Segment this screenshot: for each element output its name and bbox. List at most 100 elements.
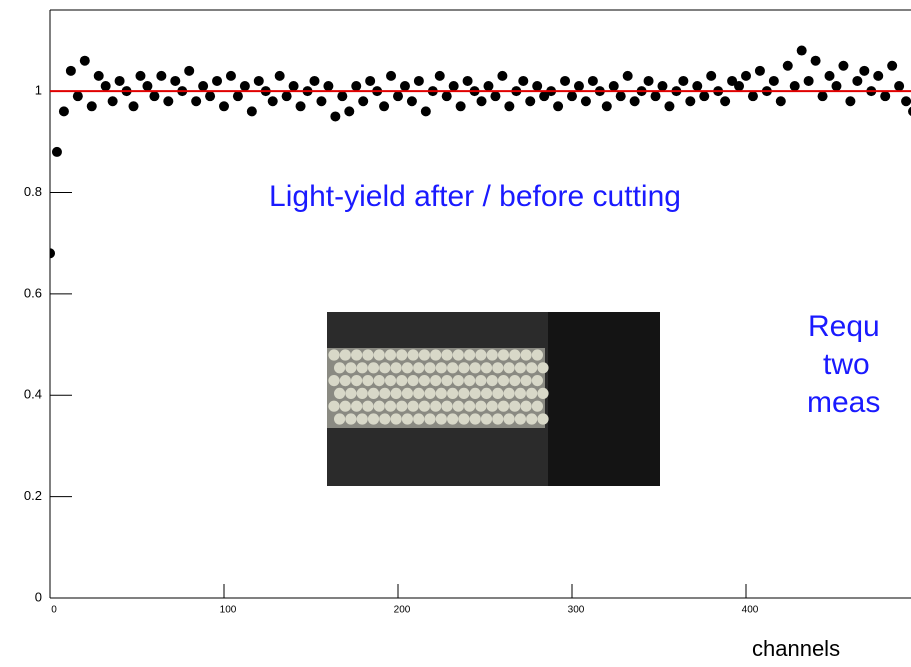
fibre (464, 375, 475, 386)
data-point (887, 61, 897, 71)
y-tick-label: 0.8 (24, 184, 42, 199)
fibre (532, 375, 543, 386)
fibre (419, 349, 430, 360)
fibre (537, 362, 548, 373)
data-point (776, 96, 786, 106)
data-point (254, 76, 264, 86)
fibre (521, 401, 532, 412)
fibre (402, 413, 413, 424)
fibre (436, 388, 447, 399)
fibre (464, 401, 475, 412)
fibre (379, 413, 390, 424)
fibre (521, 349, 532, 360)
data-point (330, 111, 340, 121)
fibre (430, 375, 441, 386)
data-point (87, 101, 97, 111)
data-point (734, 81, 744, 91)
fibre (362, 375, 373, 386)
fibre (374, 375, 385, 386)
data-point (59, 106, 69, 116)
fibre (487, 349, 498, 360)
data-point (567, 91, 577, 101)
fibre (475, 375, 486, 386)
fibre (515, 388, 526, 399)
fibre (537, 388, 548, 399)
data-point (490, 91, 500, 101)
data-point (226, 71, 236, 81)
data-point (156, 71, 166, 81)
plot-area (45, 46, 911, 259)
data-point (442, 91, 452, 101)
fibre (509, 375, 520, 386)
data-point (463, 76, 473, 86)
data-point (783, 61, 793, 71)
fibre (470, 362, 481, 373)
data-point (560, 76, 570, 86)
data-point (755, 66, 765, 76)
x-axis-label: channels (752, 636, 840, 661)
fibre (436, 413, 447, 424)
data-point (831, 81, 841, 91)
x-tick-label: 300 (568, 605, 585, 616)
data-point (581, 96, 591, 106)
data-point (811, 56, 821, 66)
fibre (328, 349, 339, 360)
data-point (435, 71, 445, 81)
data-point (191, 96, 201, 106)
fibre (340, 401, 351, 412)
data-point (692, 81, 702, 91)
fibre (504, 413, 515, 424)
fibre (424, 388, 435, 399)
fibre (441, 401, 452, 412)
fibre (402, 388, 413, 399)
fibre (385, 349, 396, 360)
data-point (289, 81, 299, 91)
data-point (52, 147, 62, 157)
data-point (80, 56, 90, 66)
data-point (393, 91, 403, 101)
fibre (368, 413, 379, 424)
fibre (413, 362, 424, 373)
data-point (574, 81, 584, 91)
fibre (379, 388, 390, 399)
data-point (477, 96, 487, 106)
data-point (142, 81, 152, 91)
fibre (537, 413, 548, 424)
data-point (135, 71, 145, 81)
fibre (351, 375, 362, 386)
data-point (233, 91, 243, 101)
fibre (345, 362, 356, 373)
fibre (340, 375, 351, 386)
fibre (458, 362, 469, 373)
fibre (419, 375, 430, 386)
data-point (894, 81, 904, 91)
fibre (334, 413, 345, 424)
fibre (521, 375, 532, 386)
data-point (449, 81, 459, 91)
data-point (212, 76, 222, 86)
fibre (424, 413, 435, 424)
fibre (458, 413, 469, 424)
data-point (129, 101, 139, 111)
fibre (374, 349, 385, 360)
fibre (481, 362, 492, 373)
fibre (504, 388, 515, 399)
x-tick-label: 400 (742, 605, 759, 616)
fibre (345, 413, 356, 424)
data-point (873, 71, 883, 81)
fibre (532, 401, 543, 412)
data-point (184, 66, 194, 76)
fibre (532, 349, 543, 360)
fibre (447, 413, 458, 424)
fibre (368, 362, 379, 373)
data-point (797, 46, 807, 56)
fibre (396, 349, 407, 360)
y-tick-label: 1 (35, 83, 42, 98)
fibre (498, 401, 509, 412)
data-point (163, 96, 173, 106)
data-point (748, 91, 758, 101)
data-point (456, 101, 466, 111)
fibre (413, 413, 424, 424)
data-point (421, 106, 431, 116)
fibre (481, 388, 492, 399)
